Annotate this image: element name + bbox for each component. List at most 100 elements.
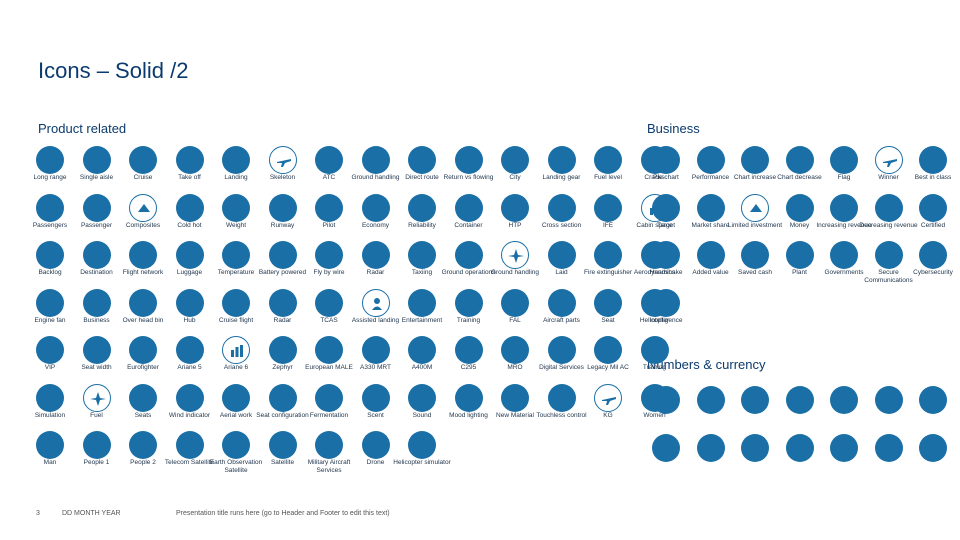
drone-icon (361, 431, 390, 459)
product-label: Fermentation (309, 411, 349, 419)
ariane-5-icon (175, 336, 204, 364)
landing-gear-icon (547, 146, 576, 174)
product-label: Aerial work (219, 411, 253, 419)
ife-icon (594, 193, 622, 222)
backlog-icon (36, 241, 64, 269)
currency-icon (741, 433, 769, 462)
wind-indicator-icon (175, 383, 204, 412)
cold-hot-icon (175, 193, 204, 222)
product-label: European MALE (305, 364, 353, 371)
composites-icon (129, 193, 157, 222)
currency-icon (652, 433, 680, 462)
a400m-icon (408, 336, 436, 364)
product-label: Hub (183, 316, 196, 324)
currency-icon (830, 386, 858, 414)
flag-icon (830, 146, 858, 174)
product-label: Mood lighting (449, 411, 488, 419)
vip-icon (36, 336, 64, 364)
helicopter-simulator-icon (408, 431, 436, 459)
currency-icon (830, 433, 858, 462)
scent-icon (361, 383, 390, 412)
footer-date: DD MONTH YEAR (62, 510, 121, 517)
section-heading-business: Business (647, 121, 700, 136)
product-label: Luggage (176, 269, 203, 276)
business-label: Best in class (914, 174, 952, 181)
product-label: People 2 (130, 459, 156, 466)
product-label: Take off (178, 174, 201, 181)
product-label: Temperature (217, 269, 255, 276)
added-value-icon (696, 241, 725, 269)
product-label: Ground handling (351, 174, 400, 181)
product-label: Touchless control (536, 411, 587, 419)
product-label: ATC (322, 174, 336, 181)
seat-icon (594, 288, 622, 317)
secure-communications-icon (874, 241, 903, 269)
product-label: Legacy Mil AC (587, 364, 629, 371)
container-icon (454, 193, 483, 222)
direct-route-icon (408, 146, 436, 174)
product-label: Cracks (644, 174, 665, 181)
ground-handling-icon (361, 146, 390, 174)
laid-icon (547, 241, 576, 269)
business-label: Added value (692, 269, 729, 276)
product-label: Skeleton (269, 174, 296, 181)
currency-icon (652, 386, 680, 414)
product-label: Container (454, 221, 483, 229)
pilot-icon (315, 193, 343, 222)
product-label: Cross section (541, 221, 582, 229)
currency-icon (874, 386, 903, 414)
product-label: Entertainment (401, 316, 443, 324)
performance-icon (696, 146, 725, 174)
product-label: Helicopter (639, 316, 670, 324)
business-label: Secure Communications (864, 269, 913, 284)
kg-icon (594, 383, 622, 412)
business-label: Governments (824, 269, 864, 276)
product-label: Man (43, 459, 57, 466)
ground-handling-icon (501, 241, 529, 269)
luggage-icon (175, 241, 204, 269)
radar-icon (268, 288, 297, 317)
product-label: A400M (411, 364, 433, 371)
product-label: Zephyr (272, 364, 293, 371)
product-label: Scent (367, 411, 384, 419)
product-label: Women (643, 411, 666, 419)
product-label: Composites (125, 221, 161, 229)
taxiing-icon (408, 241, 436, 269)
people-1-icon (82, 431, 111, 459)
governments-icon (830, 241, 858, 269)
fal-icon (501, 288, 529, 317)
business-label: Saved cash (738, 269, 772, 276)
training-icon (640, 336, 669, 364)
business-label: Flag (837, 174, 851, 181)
product-label: Seat width (81, 364, 112, 371)
product-label: Flight network (122, 269, 164, 276)
product-label: Business (83, 316, 110, 324)
new-material-icon (501, 383, 529, 412)
telecom-satellite-icon (175, 431, 204, 459)
section-heading-product: Product related (38, 121, 127, 136)
product-label: Battery powered (258, 269, 307, 276)
product-label: People 1 (83, 459, 110, 466)
currency-icon (874, 433, 903, 462)
sound-icon (408, 383, 436, 412)
product-label: HTP (508, 221, 522, 229)
seat-configuration-icon (268, 383, 297, 412)
product-label: Cold hot (177, 221, 202, 229)
economy-icon (361, 193, 390, 222)
product-label: Ariane 6 (223, 364, 249, 371)
business-label: Certified (920, 221, 946, 229)
business-label: Money (789, 221, 810, 229)
mood-lighting-icon (454, 383, 483, 412)
man-icon (36, 431, 64, 459)
product-label: Long range (33, 174, 67, 181)
currency-icon (696, 386, 725, 414)
landing-icon (222, 146, 250, 174)
single-aisle-icon (82, 146, 111, 174)
product-label: FAL (509, 316, 521, 324)
product-label: Over head bin (122, 316, 164, 324)
c295-icon (454, 336, 483, 364)
best-in-class-icon (919, 146, 947, 174)
fire-extinguisher-icon (594, 241, 622, 269)
product-label: Telecom Satellite (164, 459, 215, 466)
plant-icon (785, 241, 814, 269)
